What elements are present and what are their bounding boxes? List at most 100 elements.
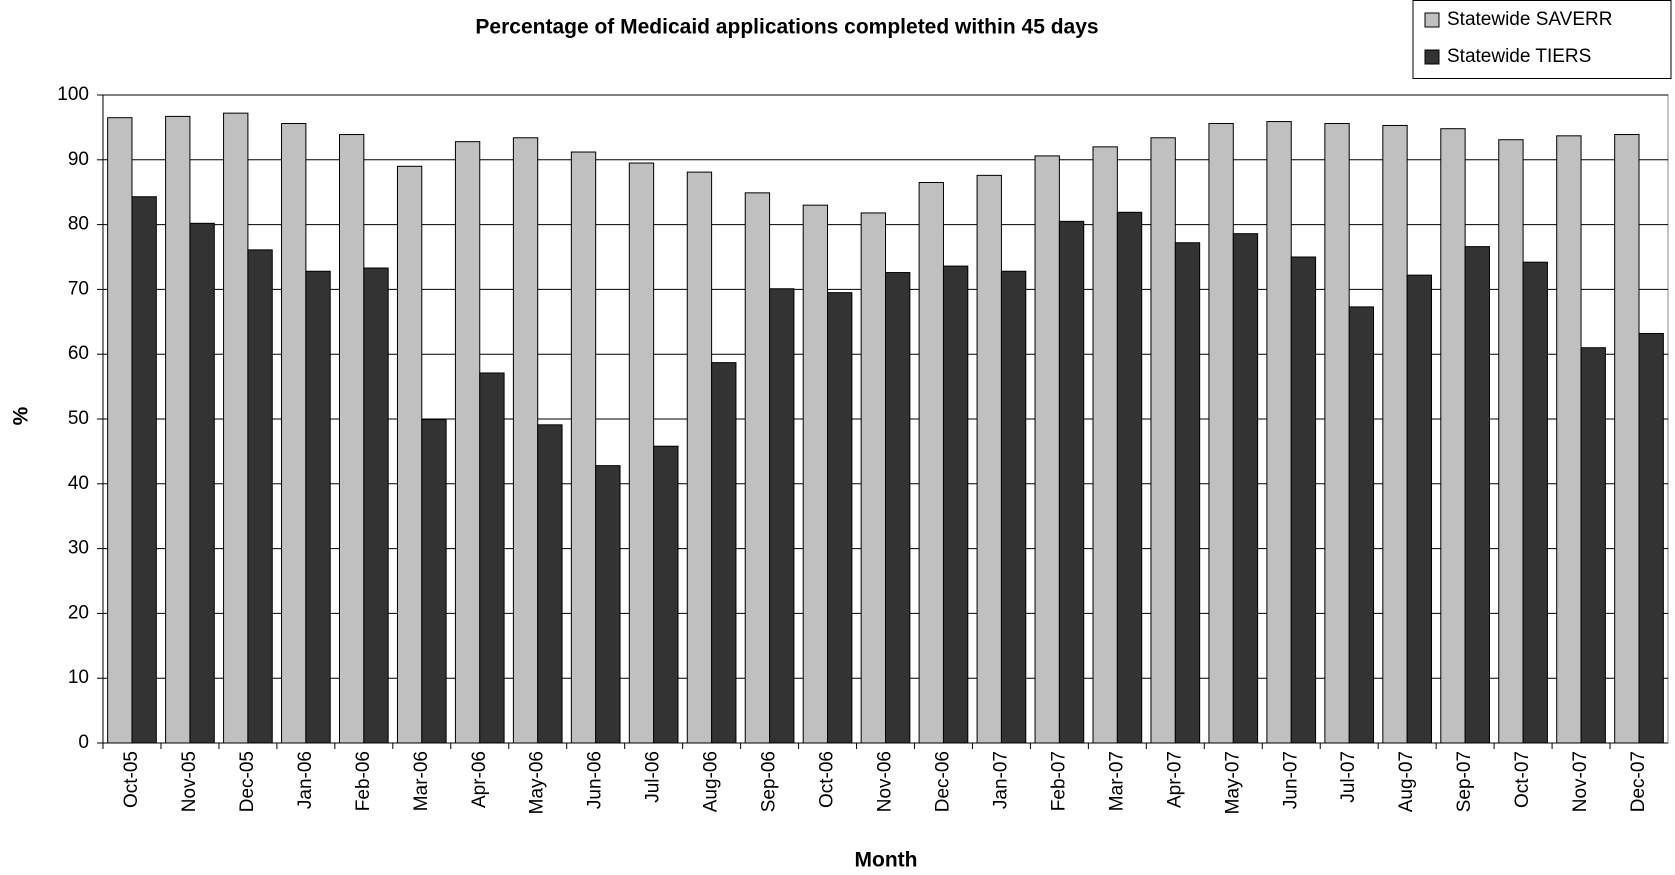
bar <box>223 112 249 744</box>
y-tick-label: 30 <box>68 538 89 559</box>
y-tick-label: 60 <box>68 343 89 364</box>
bar <box>1638 332 1664 744</box>
bar <box>711 362 737 744</box>
x-tick-label: Oct-07 <box>1512 751 1533 808</box>
bar <box>305 270 331 744</box>
x-tick-label: Jun-07 <box>1280 751 1301 809</box>
bar <box>1522 261 1548 744</box>
x-tick-label: Apr-06 <box>469 751 490 808</box>
x-tick-label: Oct-05 <box>121 751 142 808</box>
y-tick-label: 10 <box>68 667 89 688</box>
bar <box>107 117 133 744</box>
x-tick-label: Aug-07 <box>1396 751 1417 812</box>
x-tick-label: Jun-06 <box>585 751 606 809</box>
legend-swatch <box>1424 49 1440 65</box>
y-tick-label: 50 <box>68 408 89 429</box>
x-tick-label: Mar-07 <box>1106 751 1127 811</box>
bar <box>744 192 771 744</box>
bar <box>189 222 215 744</box>
bar <box>537 424 563 744</box>
y-axis-label: % <box>10 406 33 425</box>
bar <box>512 137 539 744</box>
bar <box>827 292 853 744</box>
x-tick-label: May-06 <box>527 751 548 814</box>
bar <box>281 123 307 744</box>
bar <box>686 171 713 744</box>
bar <box>1150 137 1176 744</box>
legend-swatch <box>1424 12 1440 28</box>
legend-label: Statewide TIERS <box>1447 46 1591 67</box>
x-tick-label: Dec-06 <box>932 751 953 812</box>
bar <box>1498 139 1524 744</box>
bar <box>570 151 597 744</box>
bar <box>363 267 389 744</box>
bar <box>1290 256 1317 744</box>
bar <box>1266 121 1292 744</box>
bar <box>1440 128 1466 744</box>
x-tick-label: Jul-07 <box>1338 751 1359 803</box>
bar <box>595 465 621 744</box>
bar <box>1614 134 1640 744</box>
x-tick-label: Sep-07 <box>1454 751 1475 812</box>
y-tick-label: 80 <box>68 214 89 235</box>
bar <box>454 141 481 744</box>
x-tick-label: Dec-07 <box>1628 751 1649 812</box>
bar <box>1382 124 1408 744</box>
x-tick-label: Nov-05 <box>179 751 200 812</box>
x-axis-label: Month <box>855 849 918 872</box>
bar <box>1174 242 1201 744</box>
x-tick-label: Nov-06 <box>875 751 896 812</box>
x-tick-label: Aug-06 <box>701 751 722 812</box>
legend-box <box>1412 0 1672 79</box>
bar <box>1058 220 1085 744</box>
y-tick-label: 70 <box>68 278 89 299</box>
bar <box>918 181 944 744</box>
y-tick-label: 100 <box>57 84 89 105</box>
bar <box>1000 270 1027 744</box>
x-tick-label: Dec-05 <box>237 751 258 812</box>
bar <box>1348 306 1375 744</box>
bar <box>1406 274 1433 744</box>
bar <box>942 265 969 744</box>
chart-title: Percentage of Medicaid applications comp… <box>475 16 1098 39</box>
bar <box>653 445 679 744</box>
bar <box>1116 211 1143 744</box>
legend-label: Statewide SAVERR <box>1447 9 1612 30</box>
x-tick-label: May-07 <box>1222 751 1243 814</box>
x-tick-label: Oct-06 <box>817 751 838 808</box>
bar <box>769 288 795 744</box>
y-tick-label: 90 <box>68 149 89 170</box>
bar <box>1464 246 1490 744</box>
bar <box>247 249 273 744</box>
bar <box>165 115 191 744</box>
bar <box>1556 135 1582 744</box>
bar <box>628 162 655 744</box>
bar <box>131 196 157 744</box>
bar <box>421 419 447 744</box>
bar <box>1580 347 1606 744</box>
bar <box>479 372 505 744</box>
x-tick-label: Nov-07 <box>1570 751 1591 812</box>
x-tick-label: Sep-06 <box>759 751 780 812</box>
bar <box>802 204 829 744</box>
x-tick-label: Jul-06 <box>643 751 664 803</box>
y-tick-label: 20 <box>68 602 89 623</box>
bar <box>860 212 887 744</box>
x-tick-label: Mar-06 <box>411 751 432 811</box>
x-tick-label: Jan-06 <box>295 751 316 809</box>
bar <box>976 174 1002 744</box>
y-tick-label: 0 <box>78 732 89 753</box>
bar <box>396 165 423 744</box>
bar <box>1034 155 1060 744</box>
bar <box>885 272 911 744</box>
bar <box>1092 146 1118 744</box>
bar <box>1208 123 1234 744</box>
x-tick-label: Feb-07 <box>1048 751 1069 811</box>
x-tick-label: Apr-07 <box>1164 751 1185 808</box>
x-tick-label: Jan-07 <box>990 751 1011 809</box>
x-tick-label: Feb-06 <box>353 751 374 811</box>
y-tick-label: 40 <box>68 473 89 494</box>
bar <box>1324 123 1350 744</box>
bar <box>338 134 365 744</box>
